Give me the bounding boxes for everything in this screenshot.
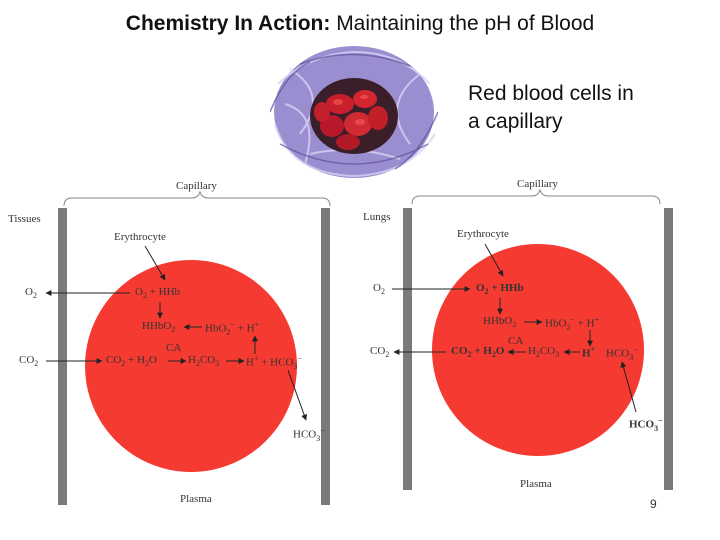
left-capillary-brace (63, 190, 331, 207)
left-hhbo2-label: HHbO2 (142, 320, 176, 335)
left-co2-label: CO2 (19, 354, 39, 369)
left-arrow-hco3-out (287, 369, 307, 421)
caption-line-2: a capillary (468, 110, 563, 133)
slide-title: Chemistry In Action: Maintaining the pH … (0, 12, 720, 36)
capillary-photo (270, 44, 438, 180)
left-capillary-wall-left (58, 208, 67, 505)
right-hco3-label: HCO3− (629, 416, 663, 433)
right-o2-label: O2 (373, 282, 385, 297)
page-number: 9 (650, 497, 657, 511)
right-hhbo2-label: HHbO2 (483, 315, 517, 330)
right-ca-label: CA (508, 335, 524, 347)
right-hco3-mid-label: HCO3− (606, 345, 638, 362)
right-capillary-wall-right (664, 208, 673, 490)
left-co2-h2o-label: CO2 + H2O (106, 354, 157, 369)
left-plasma-label: Plasma (180, 493, 212, 505)
caption-line-1: Red blood cells in (468, 82, 634, 105)
right-erythrocyte-label: Erythrocyte (457, 228, 509, 240)
right-plasma-label: Plasma (520, 478, 552, 490)
left-tissues-label: Tissues (8, 213, 41, 225)
left-o2-hhb-label: O2 + HHb (135, 286, 181, 301)
right-lungs-label: Lungs (363, 211, 391, 223)
left-o2-label: O2 (25, 286, 37, 301)
right-capillary-brace (411, 188, 661, 205)
right-arrow-erythro (484, 243, 504, 277)
left-arrow-erythro (144, 245, 166, 281)
left-hco3-label: HCO3− (293, 426, 325, 443)
right-capillary-wall-left (403, 208, 412, 490)
left-capillary-label: Capillary (176, 180, 217, 192)
left-capillary-wall-right (321, 208, 330, 505)
left-h-hco3-label: H+ + HCO3− (246, 354, 302, 371)
right-co2-h2o-label: CO2 + H2O (451, 345, 505, 360)
left-ca-label: CA (166, 342, 182, 354)
right-erythrocyte (432, 244, 644, 456)
left-h2co3-label: H2CO3 (188, 354, 220, 369)
left-hbo2-h-label: HbO2− + H+ (205, 320, 260, 337)
right-hbo2-h-label: HbO2− + H+ (545, 315, 600, 332)
right-co2-label: CO2 (370, 345, 390, 360)
right-h-plus-label: H+ (582, 345, 596, 360)
right-capillary-label: Capillary (517, 178, 558, 190)
title-bold: Chemistry In Action: (125, 12, 331, 35)
title-rest: Maintaining the pH of Blood (330, 12, 595, 35)
right-o2-hhb-label: O2 + HHb (476, 282, 524, 297)
left-erythrocyte-label: Erythrocyte (114, 231, 166, 243)
right-h2co3-label: H2CO3 (528, 345, 560, 360)
left-erythrocyte (85, 260, 297, 472)
right-arrow-hco3-in (620, 361, 637, 413)
photo-caption: Red blood cells in a capillary (468, 80, 634, 136)
